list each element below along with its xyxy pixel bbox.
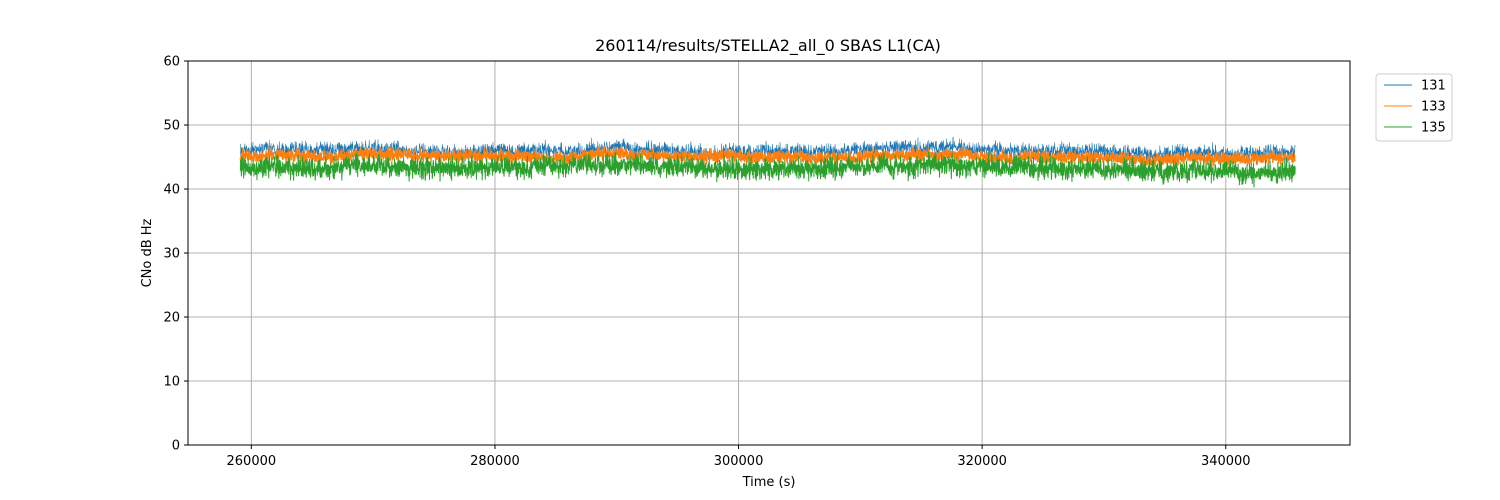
plot-series xyxy=(239,136,1296,188)
series-line-135 xyxy=(239,151,1296,188)
legend-label-135: 135 xyxy=(1421,121,1446,136)
x-tick-label: 300000 xyxy=(714,454,764,469)
x-tick-label: 280000 xyxy=(470,454,520,469)
legend-box xyxy=(1375,73,1453,142)
y-tick-label: 30 xyxy=(163,247,180,262)
chart-title: 260114/results/STELLA2_all_0 SBAS L1(CA) xyxy=(595,36,941,56)
legend: 131 133 135 xyxy=(1375,73,1453,142)
legend-label-131: 131 xyxy=(1421,79,1446,94)
y-tick-label: 60 xyxy=(163,55,180,70)
y-tick-label: 10 xyxy=(163,375,180,390)
y-tick-label: 40 xyxy=(163,183,180,198)
x-tick-label: 340000 xyxy=(1201,454,1251,469)
y-tick-label: 50 xyxy=(163,119,180,134)
y-tick-label: 20 xyxy=(163,311,180,326)
legend-label-133: 133 xyxy=(1421,100,1446,115)
x-axis: 260000 280000 300000 320000 340000 xyxy=(227,445,1251,469)
y-axis-label: CNo dB Hz xyxy=(140,218,155,287)
x-axis-label: Time (s) xyxy=(742,475,796,490)
x-tick-label: 320000 xyxy=(957,454,1007,469)
y-tick-label: 0 xyxy=(172,439,180,454)
y-axis: 0 10 20 30 40 50 60 xyxy=(163,55,188,454)
x-tick-label: 260000 xyxy=(227,454,277,469)
